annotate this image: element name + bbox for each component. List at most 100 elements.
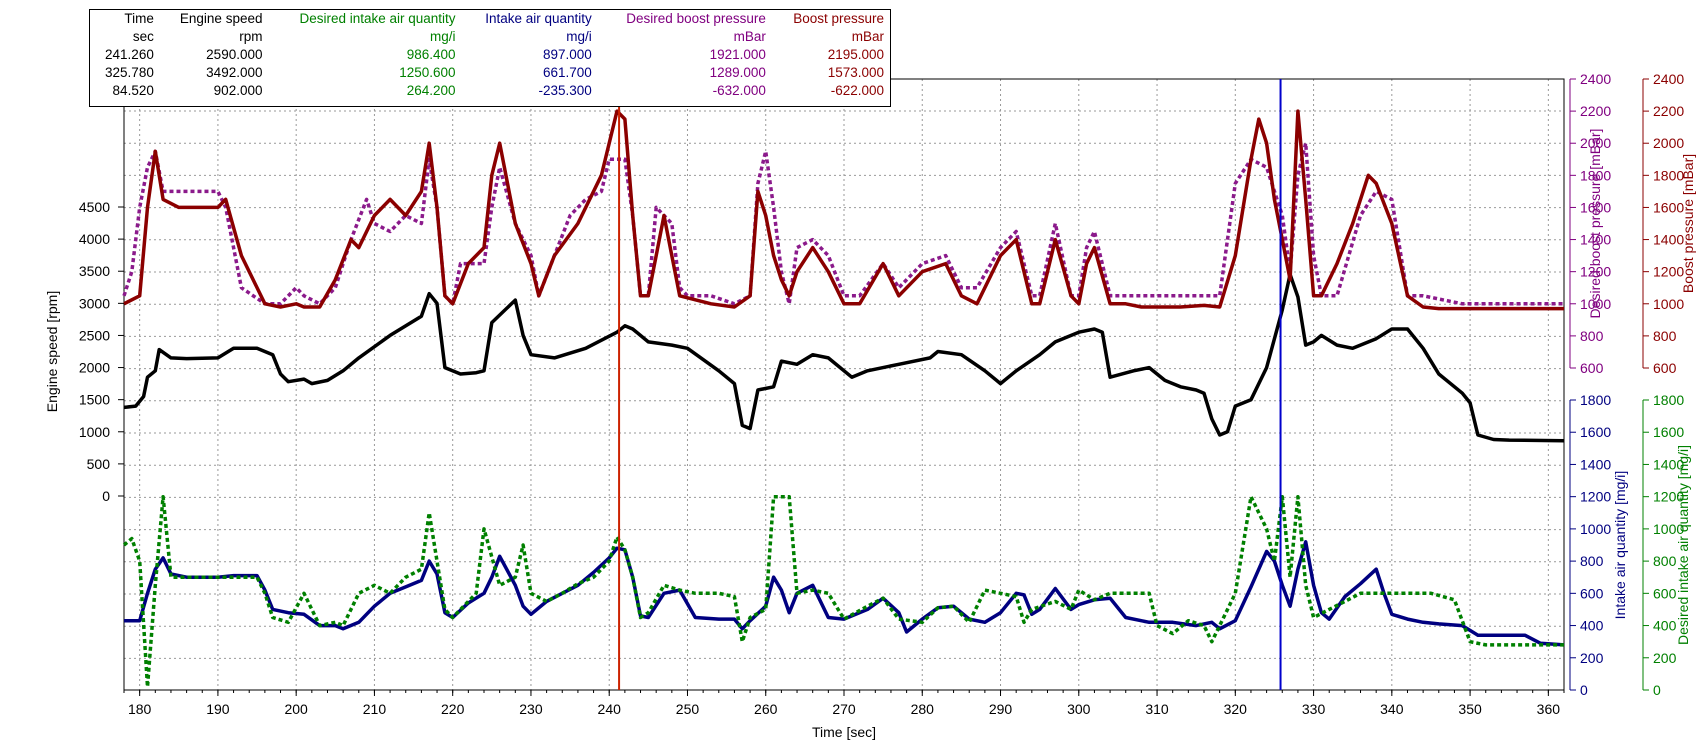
cell: 1250.600 [399, 65, 456, 80]
desired_intake-tick-label: 1000 [1653, 521, 1684, 537]
cell: 3492.000 [206, 65, 263, 80]
engine-speed-tick-label: 1500 [79, 392, 110, 408]
unit-engine-speed: rpm [239, 29, 263, 44]
unit-boost: mBar [851, 29, 884, 44]
unit-intake: mg/i [566, 29, 592, 44]
series-intake-air-quantity [124, 540, 1565, 647]
engine-speed-tick-label: 3500 [79, 263, 110, 279]
header-desired-boost: Desired boost pressure [626, 11, 766, 26]
cell: -235.300 [538, 83, 592, 98]
engine-speed-tick-label: 4500 [79, 199, 110, 215]
cell: 1289.000 [709, 65, 766, 80]
desired_boost-tick-label: 1600 [1580, 199, 1611, 215]
x-tick-label: 250 [676, 701, 700, 717]
desired_boost-tick-label: 2200 [1580, 103, 1611, 119]
intake-tick-label: 0 [1580, 682, 1588, 698]
desired_boost-tick-label: 2400 [1580, 71, 1611, 87]
cell: 902.000 [213, 83, 263, 98]
desired_intake-tick-label: 600 [1653, 585, 1677, 601]
x-tick-label: 280 [911, 701, 935, 717]
engine-speed-tick-label: 3000 [79, 295, 110, 311]
x-tick-label: 210 [363, 701, 387, 717]
intake-tick-label: 1200 [1580, 489, 1611, 505]
x-tick-label: 190 [206, 701, 230, 717]
intake-axis-label: Intake air quantity [mg/i] [1612, 471, 1628, 620]
cursor-value-table: Time Engine speed Desired intake air qua… [89, 9, 891, 107]
boost-tick-label: 2000 [1653, 135, 1684, 151]
series-engine-speed [123, 272, 1565, 443]
cell: 2590.000 [206, 47, 263, 62]
desired_boost-tick-label: 1200 [1580, 264, 1611, 280]
cell: 897.000 [542, 47, 592, 62]
x-tick-label: 200 [284, 701, 308, 717]
desired_intake-tick-label: 1600 [1653, 424, 1684, 440]
table-row: 325.780 3492.000 1250.600 661.700 1289.0… [90, 64, 890, 82]
cell: 986.400 [406, 47, 456, 62]
engine-speed-tick-label: 2500 [79, 327, 110, 343]
x-tick-label: 350 [1458, 701, 1482, 717]
cell: 84.520 [112, 83, 154, 98]
x-tick-label: 310 [1145, 701, 1169, 717]
engine-speed-axis-label: Engine speed [rpm] [44, 291, 60, 412]
unit-desired-intake: mg/i [430, 29, 456, 44]
x-tick-label: 240 [598, 701, 622, 717]
boost-tick-label: 600 [1653, 360, 1677, 376]
unit-time: sec [132, 29, 154, 44]
unit-desired-boost: mBar [733, 29, 766, 44]
header-time: Time [124, 11, 154, 26]
header-desired-intake: Desired intake air quantity [299, 11, 456, 26]
desired_intake-tick-label: 1200 [1653, 489, 1684, 505]
engine-speed-tick-label: 500 [87, 456, 111, 472]
x-tick-label: 180 [128, 701, 152, 717]
intake-tick-label: 600 [1580, 585, 1604, 601]
desired_boost-tick-label: 600 [1580, 360, 1604, 376]
desired_intake-tick-label: 1400 [1653, 456, 1684, 472]
table-header-row: Time Engine speed Desired intake air qua… [90, 10, 890, 28]
boost-tick-label: 1400 [1653, 232, 1684, 248]
x-tick-label: 340 [1380, 701, 1404, 717]
header-engine-speed: Engine speed [179, 11, 263, 26]
desired_intake-tick-label: 0 [1653, 682, 1661, 698]
header-intake: Intake air quantity [485, 11, 592, 26]
header-boost: Boost pressure [793, 11, 884, 26]
grid [124, 79, 1564, 690]
intake-tick-label: 1000 [1580, 521, 1611, 537]
desired_intake-axis-label: Desired intake air quantity [mg/i] [1675, 445, 1691, 645]
cell: 264.200 [406, 83, 456, 98]
boost-tick-label: 1200 [1653, 264, 1684, 280]
intake-tick-label: 800 [1580, 553, 1604, 569]
x-tick-label: 270 [832, 701, 856, 717]
x-tick-label: 290 [989, 701, 1013, 717]
intake-tick-label: 1400 [1580, 456, 1611, 472]
x-tick-label: 230 [519, 701, 543, 717]
x-tick-label: 300 [1067, 701, 1091, 717]
desired_boost-axis-label: Desired boost pressure [mBar] [1587, 129, 1603, 319]
series-boost-pressure [123, 109, 1564, 311]
desired_boost-tick-label: 800 [1580, 328, 1604, 344]
cell: 241.260 [105, 47, 154, 62]
table-row: 84.520 902.000 264.200 -235.300 -632.000… [90, 82, 890, 100]
x-axis-label: Time [sec] [812, 724, 876, 740]
x-tick-label: 260 [754, 701, 778, 717]
series-desired-intake-air-quantity [122, 494, 1564, 689]
intake-tick-label: 200 [1580, 650, 1604, 666]
desired_boost-tick-label: 1000 [1580, 296, 1611, 312]
desired_intake-tick-label: 400 [1653, 618, 1677, 634]
boost-tick-label: 1800 [1653, 167, 1684, 183]
table-row: 241.260 2590.000 986.400 897.000 1921.00… [90, 46, 890, 64]
intake-tick-label: 400 [1580, 618, 1604, 634]
engine-speed-tick-label: 0 [102, 488, 110, 504]
boost-tick-label: 2400 [1653, 71, 1684, 87]
engine-speed-tick-label: 4000 [79, 231, 110, 247]
cell: 2195.000 [827, 47, 884, 62]
table-unit-row: sec rpm mg/i mg/i mBar mBar [90, 28, 890, 46]
cursor-layer[interactable] [618, 79, 1282, 690]
desired_intake-tick-label: 1800 [1653, 392, 1684, 408]
intake-tick-label: 1600 [1580, 424, 1611, 440]
boost-tick-label: 1600 [1653, 199, 1684, 215]
cell: 325.780 [105, 65, 154, 80]
axes-layer: 180 190 200 210 220 230 240 250 260 270 280 290 300 3… [44, 71, 1696, 740]
desired_boost-tick-label: 2000 [1580, 135, 1611, 151]
desired_boost-tick-label: 1800 [1580, 167, 1611, 183]
